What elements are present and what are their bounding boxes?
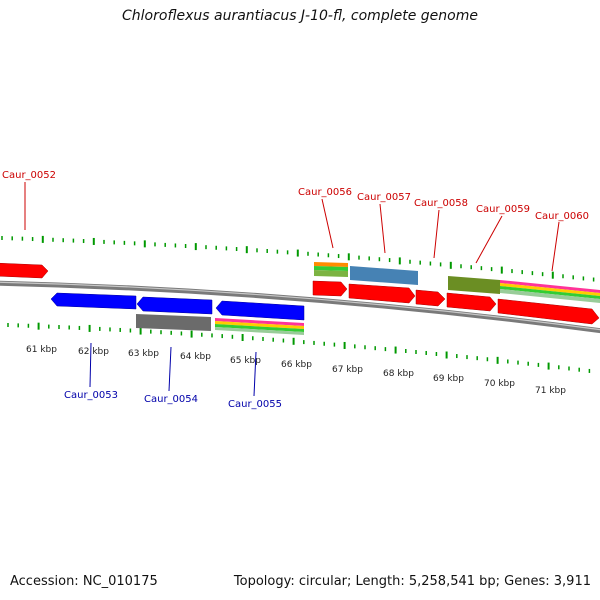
kbp-label: 64 kbp [180,352,211,362]
gene-label[interactable]: Caur_0060 [535,211,589,222]
gene-arrow-0058[interactable] [415,289,446,307]
gene-label[interactable]: Caur_0055 [228,399,282,410]
kbp-label: 71 kbp [535,386,566,396]
kbp-label: 66 kbp [281,360,312,370]
kbp-label: 61 kbp [26,345,57,355]
gene-arrow-0055[interactable] [215,300,305,321]
label-leaders-forward [24,182,560,272]
kbp-scale-labels: 61 kbp 62 kbp 63 kbp 64 kbp 65 kbp 66 kb… [26,345,566,396]
gene-arrow-0053[interactable] [50,292,137,310]
kbp-label: 69 kbp [433,374,464,384]
gene-arrow-0054[interactable] [136,296,213,315]
kbp-label: 68 kbp [383,369,414,379]
ortholog-band-0055 [215,318,304,335]
ortholog-bar-0057 [350,266,418,285]
label-leaders-reverse [89,342,257,397]
kbp-label: 70 kbp [484,379,515,389]
gene-arrow-0060[interactable] [497,298,600,325]
gene-arrow-0056[interactable] [312,280,348,297]
ortholog-band-0056 [314,262,348,277]
gene-label[interactable]: Caur_0058 [414,198,468,209]
kbp-label: 62 kbp [78,347,109,357]
kbp-label: 67 kbp [332,365,363,375]
gene-labels-forward: Caur_0052 Caur_0056 Caur_0057 Caur_0058 … [2,170,589,222]
genome-summary-text: Topology: circular; Length: 5,258,541 bp… [233,574,591,589]
genome-title: Chloroflexus aurantiacus J-10-fl, comple… [122,8,478,24]
genome-backbone-highlight [0,281,600,331]
gene-label[interactable]: Caur_0054 [144,394,198,405]
accession-text: Accession: NC_010175 [10,574,158,589]
inner-tick-row [7,322,591,373]
ortholog-bar-0054 [136,314,211,331]
kbp-label: 65 kbp [230,356,261,366]
gene-label[interactable]: Caur_0059 [476,204,530,215]
genome-backbone [0,280,600,334]
gene-label[interactable]: Caur_0053 [64,390,118,401]
gene-label[interactable]: Caur_0052 [2,170,56,181]
gene-arrow-0057[interactable] [348,283,416,304]
gene-label[interactable]: Caur_0057 [357,192,411,203]
kbp-label: 63 kbp [128,349,159,359]
ortholog-bar-0059 [448,276,500,294]
gene-arrow-0059[interactable] [446,292,497,312]
gene-arrow-0052[interactable] [0,262,49,279]
ortholog-band-0060 [500,280,600,303]
outer-tick-row [1,235,595,282]
gene-label[interactable]: Caur_0056 [298,187,352,198]
gene-labels-reverse: Caur_0053 Caur_0054 Caur_0055 [64,390,282,410]
